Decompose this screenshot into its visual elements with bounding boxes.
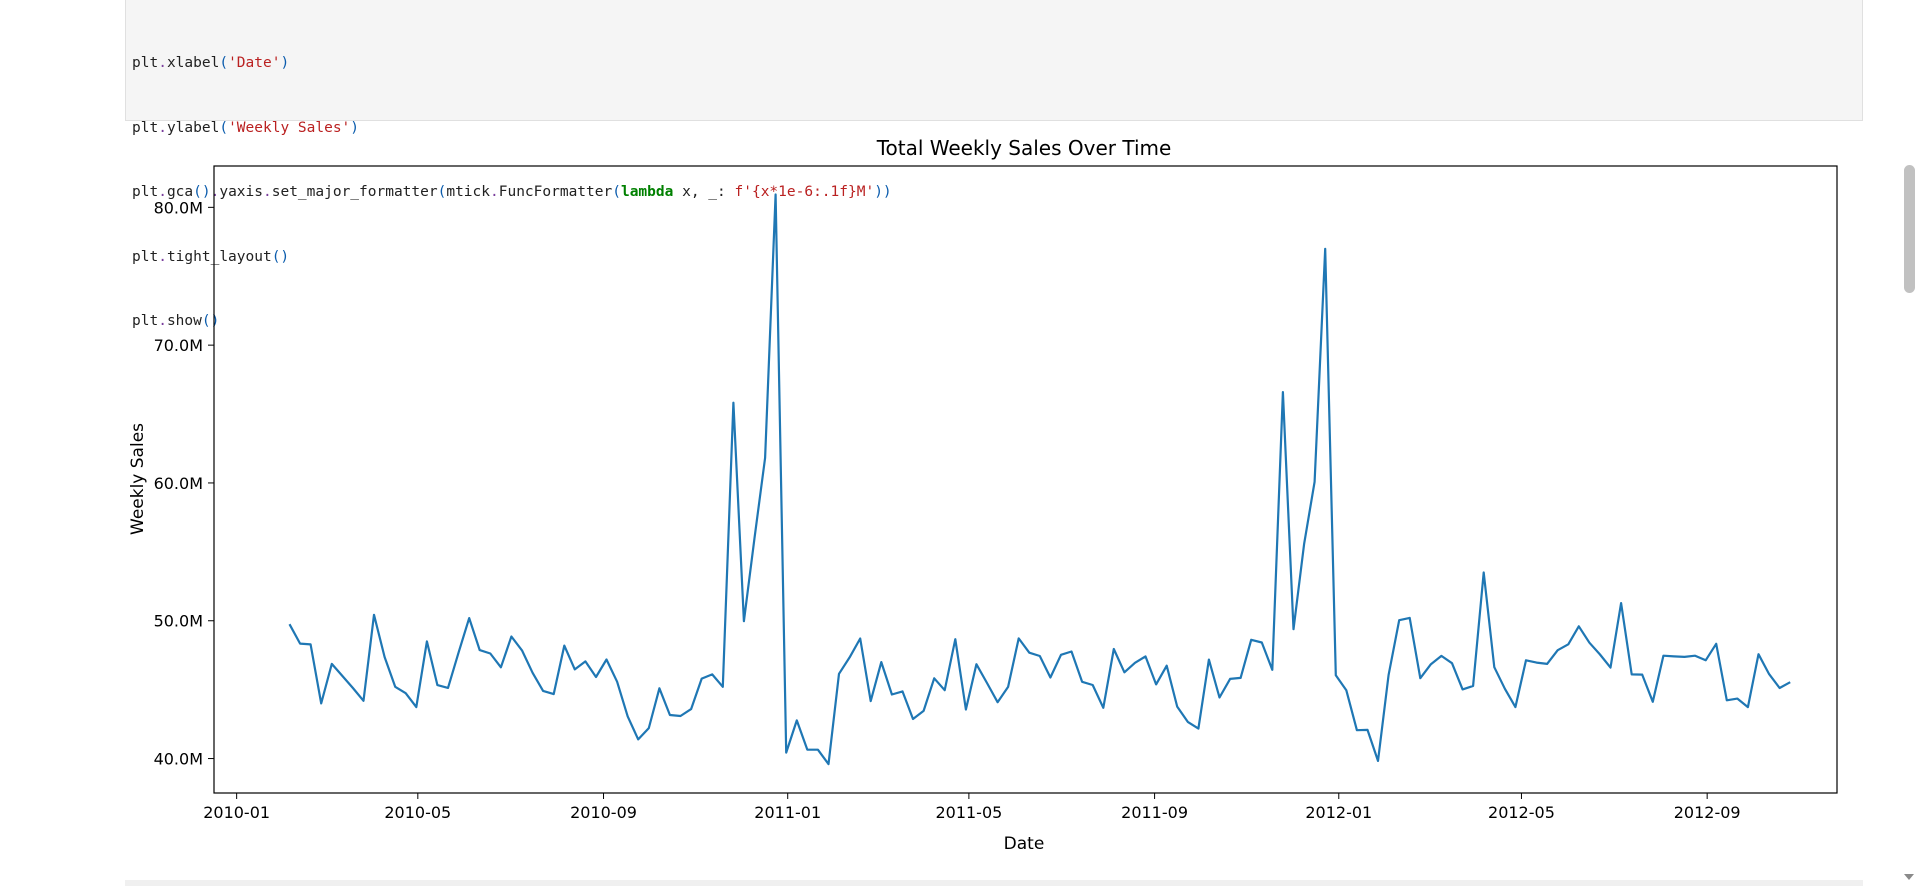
scrollbar[interactable] [1901, 0, 1917, 886]
x-tick-label: 2011-05 [935, 803, 1002, 822]
code-cell[interactable]: plt.xlabel('Date') plt.ylabel('Weekly Sa… [125, 0, 1863, 329]
x-tick-label: 2010-05 [384, 803, 451, 822]
code-line-xlabel: plt.xlabel('Date') [132, 55, 290, 71]
x-tick-label: 2011-09 [1121, 803, 1188, 822]
y-tick-label: 70.0M [154, 336, 203, 355]
y-tick-label: 60.0M [154, 474, 203, 493]
x-axis-label: Date [1004, 834, 1045, 854]
chart-title: Total Weekly Sales Over Time [876, 136, 1172, 160]
y-tick-label: 50.0M [154, 612, 203, 631]
x-tick-label: 2012-05 [1488, 803, 1555, 822]
x-tick-label: 2011-01 [754, 803, 821, 822]
x-tick-label: 2012-09 [1674, 803, 1741, 822]
code-line-formatter: plt.gca().yaxis.set_major_formatter(mtic… [132, 184, 892, 200]
code-line-ylabel: plt.ylabel('Weekly Sales') [132, 119, 360, 136]
x-tick-label: 2010-09 [570, 803, 637, 822]
plot-frame [213, 165, 1838, 794]
cell-output: Total Weekly Sales Over Time 40.0M 50.0M 6… [125, 126, 1863, 880]
scroll-down-arrow-icon[interactable] [1904, 874, 1914, 880]
weekly-sales-line [288, 193, 1791, 766]
next-cell-edge [125, 880, 1863, 886]
y-axis: 40.0M 50.0M 60.0M 70.0M 80.0M [154, 198, 214, 769]
x-tick-label: 2010-01 [203, 803, 270, 822]
y-axis-label: Weekly Sales [128, 423, 148, 535]
y-tick-label: 40.0M [154, 750, 203, 769]
series-layer [288, 193, 1791, 766]
y-tick-label: 80.0M [154, 198, 203, 217]
x-tick-label: 2012-01 [1305, 803, 1372, 822]
code-line-tight-layout: plt.tight_layout() [132, 248, 290, 265]
scrollbar-thumb[interactable] [1904, 165, 1915, 293]
line-chart: Total Weekly Sales Over Time 40.0M 50.0M 6… [128, 136, 1838, 854]
code-line-show: plt.show() [132, 313, 220, 329]
x-axis: 2010-01 2010-05 2010-09 2011-01 2011-05 2011-… [203, 793, 1741, 822]
